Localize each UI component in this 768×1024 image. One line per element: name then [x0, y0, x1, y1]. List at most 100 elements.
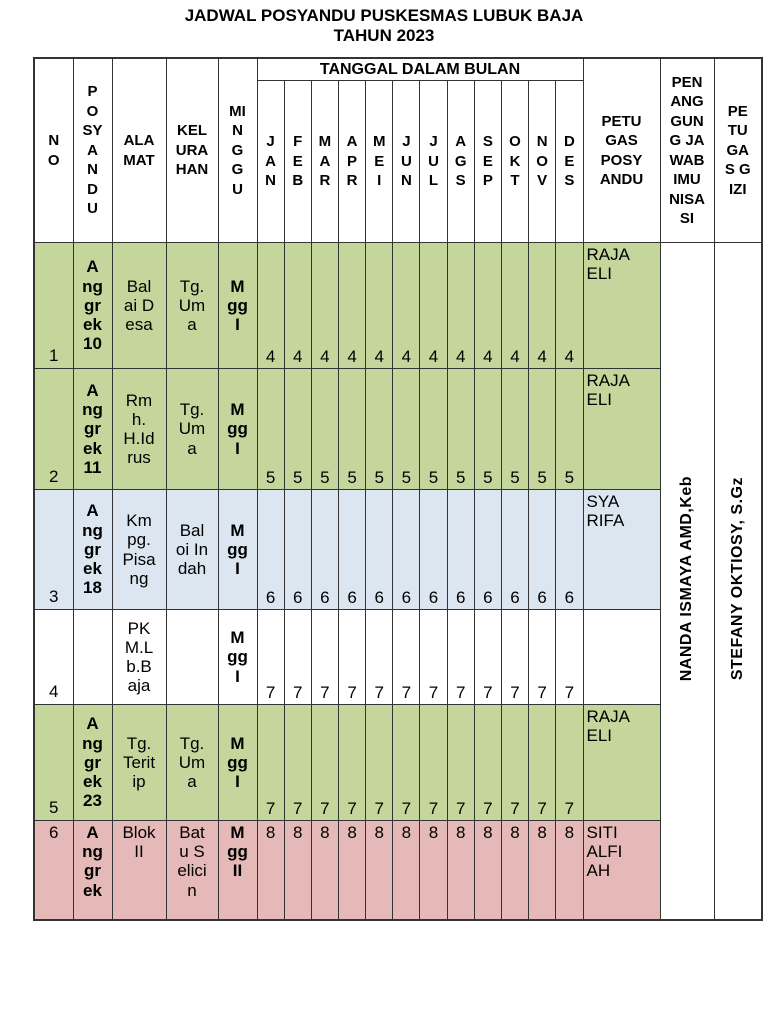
cell-date: 7 — [283, 609, 312, 705]
cell-date: 7 — [473, 609, 502, 705]
cell-minggu: Mgg I — [217, 609, 258, 705]
cell-alamat: Balai Desa — [111, 242, 167, 369]
cell-date: 6 — [528, 489, 557, 610]
cell-date: 7 — [446, 704, 475, 821]
cell-petugas-posyandu: RAJA ELI — [582, 704, 661, 821]
cell-date: 7 — [528, 704, 557, 821]
cell-date: 5 — [419, 368, 448, 490]
cell-kelurahan — [165, 609, 219, 705]
cell-penanggung-jawab-imunisasi: NANDA ISMAYA AMD,Keb — [659, 242, 715, 920]
table-row-4: 4 PKM.Lb.Baja Mgg I 7 7 7 7 7 7 7 7 7 7 … — [33, 609, 762, 705]
cell-date: 7 — [500, 704, 530, 821]
cell-date: 5 — [337, 368, 367, 490]
cell-date: 8 — [500, 820, 530, 920]
cell-date: 7 — [337, 704, 367, 821]
cell-date: 5 — [473, 368, 502, 490]
cell-alamat: Kmpg. Pisang — [111, 489, 167, 610]
cell-alamat: Rmh. H.Idrus — [111, 368, 167, 490]
posyandu-schedule-table: NO POSYANDU ALAMAT KELURAHAN MINGGU TANG… — [33, 57, 763, 921]
cell-date: 8 — [283, 820, 312, 920]
cell-petugas-posyandu — [582, 609, 661, 705]
header-month-jul: JUL — [419, 80, 448, 243]
cell-date: 6 — [555, 489, 584, 610]
cell-posyandu: Anggrek 18 — [72, 489, 113, 610]
cell-date: 5 — [392, 368, 421, 490]
header-month-apr: APR — [337, 80, 367, 243]
cell-petugas-gizi: STEFANY OKTIOSY, S.Gz — [713, 242, 763, 920]
cell-date: 7 — [555, 609, 584, 705]
cell-posyandu: Anggrek 11 — [72, 368, 113, 490]
table-row-3: 3 Anggrek 18 Kmpg. Pisang Baloi Indah Mg… — [33, 489, 762, 610]
cell-date: 4 — [392, 242, 421, 369]
cell-date: 6 — [473, 489, 502, 610]
cell-kelurahan: Tg. Uma — [165, 368, 219, 490]
cell-date: 6 — [256, 489, 285, 610]
header-penanggung-jawab-imunisasi: PENANGGUNG JAWAB IMUNISASI — [659, 57, 715, 243]
cell-date: 5 — [310, 368, 339, 490]
cell-date: 4 — [337, 242, 367, 369]
cell-petugas-posyandu: RAJA ELI — [582, 368, 661, 490]
cell-alamat: PKM.Lb.Baja — [111, 609, 167, 705]
header-month-mar: MAR — [310, 80, 339, 243]
cell-date: 6 — [310, 489, 339, 610]
cell-date: 8 — [392, 820, 421, 920]
cell-no: 2 — [33, 368, 74, 490]
table-row-5: 5 Anggrek 23 Tg. Teritip Tg. Uma Mgg I 7… — [33, 704, 762, 821]
cell-date: 6 — [365, 489, 394, 610]
cell-date: 7 — [365, 609, 394, 705]
cell-date: 6 — [283, 489, 312, 610]
cell-date: 8 — [310, 820, 339, 920]
cell-date: 7 — [528, 609, 557, 705]
header-petugas-posyandu: PETUGAS POSYANDU — [582, 57, 661, 243]
cell-no: 5 — [33, 704, 74, 821]
cell-no: 4 — [33, 609, 74, 705]
cell-date: 5 — [283, 368, 312, 490]
header-month-mei: MEI — [365, 80, 394, 243]
cell-date: 7 — [500, 609, 530, 705]
cell-date: 7 — [555, 704, 584, 821]
cell-no: 3 — [33, 489, 74, 610]
cell-date: 8 — [256, 820, 285, 920]
cell-date: 7 — [392, 609, 421, 705]
cell-date: 4 — [419, 242, 448, 369]
cell-date: 5 — [256, 368, 285, 490]
cell-minggu: Mgg I — [217, 489, 258, 610]
cell-date: 7 — [283, 704, 312, 821]
cell-posyandu: Anggrek — [72, 820, 113, 920]
header-no: NO — [33, 57, 74, 243]
cell-date: 7 — [310, 609, 339, 705]
cell-date: 5 — [555, 368, 584, 490]
cell-petugas-posyandu: SYARIFA — [582, 489, 661, 610]
cell-date: 7 — [337, 609, 367, 705]
header-month-des: DES — [555, 80, 584, 243]
cell-date: 5 — [446, 368, 475, 490]
header-month-okt: OKT — [500, 80, 530, 243]
header-month-ags: AGS — [446, 80, 475, 243]
header-petugas-gizi: PETUGAS GIZI — [713, 57, 763, 243]
cell-alamat: Blok II — [111, 820, 167, 920]
header-kelurahan: KELURAHAN — [165, 57, 219, 243]
cell-date: 4 — [500, 242, 530, 369]
cell-kelurahan: Baloi Indah — [165, 489, 219, 610]
cell-kelurahan: Tg. Uma — [165, 704, 219, 821]
cell-date: 7 — [419, 704, 448, 821]
cell-date: 5 — [528, 368, 557, 490]
petugas-gizi-name: STEFANY OKTIOSY, S.Gz — [728, 477, 746, 681]
cell-alamat: Tg. Teritip — [111, 704, 167, 821]
header-month-jun: JUN — [392, 80, 421, 243]
cell-date: 8 — [555, 820, 584, 920]
cell-date: 4 — [473, 242, 502, 369]
table-row-1: 1 Anggrek 10 Balai Desa Tg. Uma Mgg I 4 … — [33, 242, 763, 920]
cell-date: 4 — [256, 242, 285, 369]
cell-date: 8 — [473, 820, 502, 920]
cell-date: 7 — [419, 609, 448, 705]
cell-minggu: Mgg II — [217, 820, 258, 920]
header-tanggal-dalam-bulan: TANGGAL DALAM BULAN — [256, 57, 584, 81]
header-month-feb: FEB — [283, 80, 312, 243]
cell-no: 6 — [33, 820, 74, 920]
cell-date: 7 — [256, 609, 285, 705]
page-title-line1: JADWAL POSYANDU PUSKESMAS LUBUK BAJA — [184, 6, 584, 25]
cell-date: 5 — [500, 368, 530, 490]
header-minggu: MINGGU — [217, 57, 258, 243]
cell-date: 8 — [528, 820, 557, 920]
